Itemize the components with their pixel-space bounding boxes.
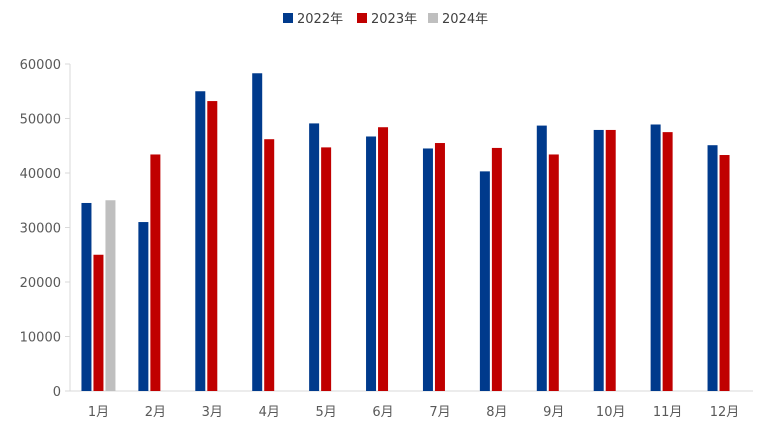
bar-2023年-8月 [491, 147, 502, 391]
bar-2022年-6月 [366, 136, 377, 391]
y-tick-label: 30000 [20, 222, 61, 237]
x-tick-label: 9月 [543, 405, 564, 420]
y-tick-label: 10000 [20, 331, 61, 346]
bar-2023年-2月 [150, 154, 161, 391]
bar-2022年-2月 [138, 222, 149, 391]
bar-2022年-11月 [650, 124, 661, 392]
bar-2022年-5月 [309, 123, 320, 391]
bar-2022年-1月 [81, 202, 92, 391]
legend-label: 2023年 [371, 12, 417, 27]
y-tick-label: 60000 [20, 58, 61, 73]
bar-2022年-9月 [536, 125, 547, 392]
bar-2023年-10月 [605, 129, 616, 391]
bar-2023年-12月 [719, 155, 730, 391]
x-tick-label: 4月 [259, 405, 280, 420]
x-tick-label: 1月 [88, 405, 109, 420]
bar-2022年-3月 [195, 91, 206, 391]
x-tick-label: 6月 [372, 405, 393, 420]
legend-swatch [428, 13, 438, 23]
x-axis: 1月 2月 3月 4月 5月 6月 7月 8月 9月 10月 11月 12月 [70, 390, 753, 420]
legend-label: 2022年 [297, 12, 343, 27]
x-tick-label: 7月 [429, 405, 450, 420]
y-tick-label: 50000 [20, 113, 61, 128]
y-tick-label: 0 [53, 385, 61, 400]
bar-2023年-7月 [434, 143, 445, 391]
bar-2023年-9月 [548, 154, 559, 391]
bar-2023年-4月 [264, 139, 275, 391]
bar-2022年-4月 [252, 73, 263, 391]
legend-swatch [357, 13, 367, 23]
y-tick-label: 40000 [20, 167, 61, 182]
bar-2022年-7月 [422, 148, 433, 391]
bar-2023年-11月 [662, 132, 673, 391]
legend-label: 2024年 [442, 12, 488, 27]
x-tick-label: 3月 [202, 405, 223, 420]
bar-2023年-5月 [321, 147, 332, 391]
x-tick-label: 8月 [486, 405, 507, 420]
bar-2023年-1月 [93, 254, 104, 391]
x-tick-label: 5月 [315, 405, 336, 420]
legend-swatch [283, 13, 293, 23]
bar-2024年-1月 [105, 200, 116, 391]
bars [81, 73, 730, 392]
bar-2022年-12月 [707, 145, 718, 391]
bar-2022年-8月 [479, 171, 490, 391]
y-axis: 0 10000 20000 30000 40000 50000 60000 [20, 58, 71, 400]
y-tick-label: 20000 [20, 276, 61, 291]
x-tick-label: 11月 [653, 405, 683, 420]
x-tick-label: 10月 [596, 405, 626, 420]
x-tick-label: 2月 [145, 405, 166, 420]
chart-legend: 2022年 2023年 2024年 [283, 12, 488, 27]
bar-2022年-10月 [593, 129, 604, 391]
x-tick-label: 12月 [710, 405, 740, 420]
bar-2023年-6月 [378, 127, 389, 391]
bar-2023年-3月 [207, 101, 218, 391]
